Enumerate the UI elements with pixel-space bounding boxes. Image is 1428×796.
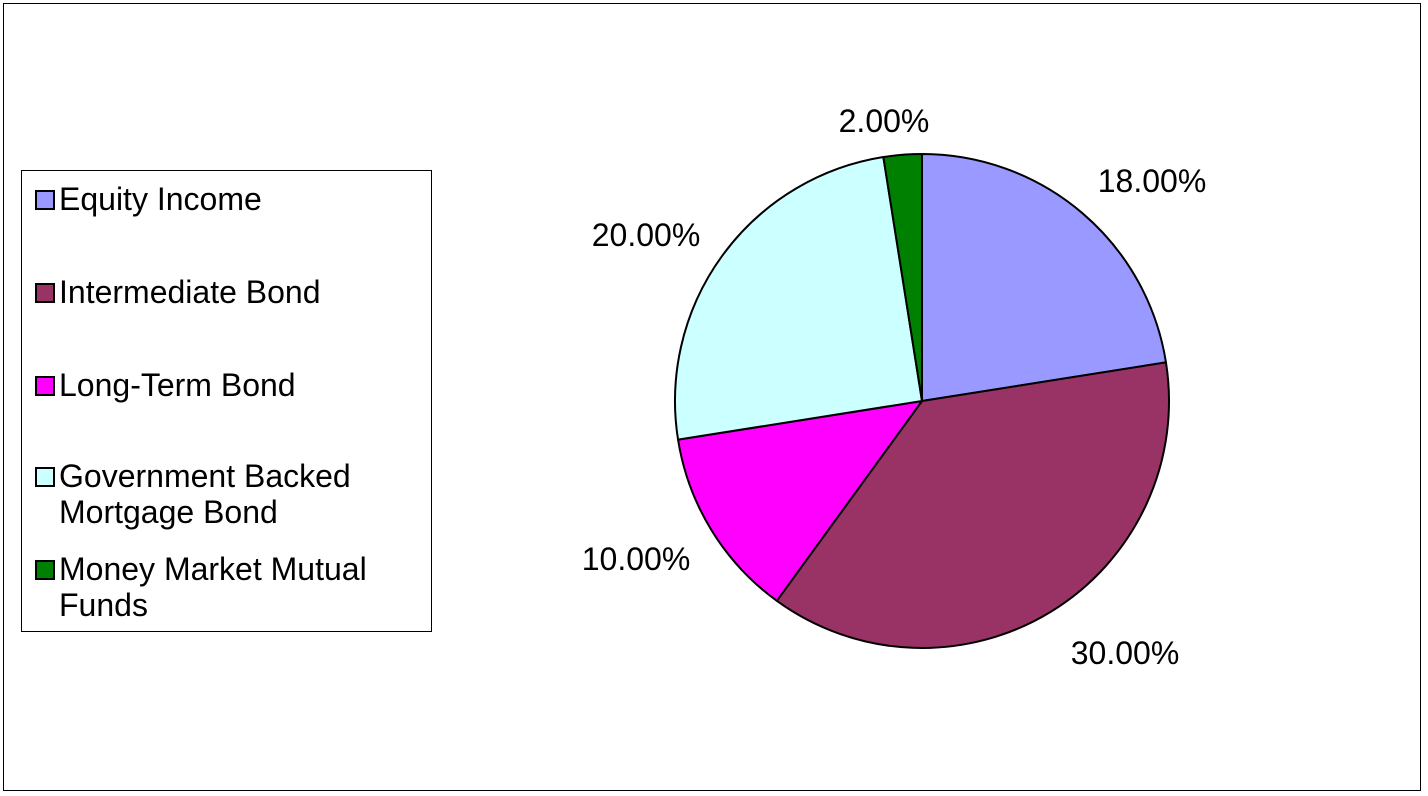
chart-legend: Equity Income Intermediate Bond Long-Ter…: [21, 170, 432, 632]
legend-item-money-market-mutual-funds: Money Market Mutual Funds: [35, 551, 399, 623]
legend-item-equity-income: Equity Income: [35, 181, 399, 217]
legend-swatch: [35, 283, 55, 303]
data-label-long-term-bond: 10.00%: [582, 541, 691, 577]
pie-slices: [673, 153, 1171, 650]
pie-data-labels: 18.00% 30.00% 10.00% 20.00% 2.00%: [582, 103, 1207, 671]
pie-slice-money-market-mutual-funds: [882, 153, 923, 402]
legend-item-intermediate-bond: Intermediate Bond: [35, 274, 399, 310]
legend-label: Intermediate Bond: [59, 274, 321, 310]
pie-slice-government-backed-mortgage-bond: [673, 156, 923, 441]
legend-swatch: [35, 467, 55, 487]
legend-label: Government Backed Mortgage Bond: [59, 458, 351, 530]
pie-slice-intermediate-bond: [775, 361, 1171, 650]
pie-slice-long-term-bond: [677, 400, 923, 602]
legend-label: Equity Income: [59, 181, 262, 217]
data-label-intermediate-bond: 30.00%: [1071, 635, 1180, 671]
data-label-money-market-mutual-funds: 2.00%: [839, 103, 930, 139]
legend-swatch: [35, 560, 55, 580]
pie-slice-equity-income: [921, 153, 1167, 402]
data-label-government-backed-mortgage-bond: 20.00%: [592, 217, 701, 253]
legend-label: Money Market Mutual Funds: [59, 551, 367, 623]
legend-swatch: [35, 376, 55, 396]
data-label-equity-income: 18.00%: [1098, 163, 1207, 199]
legend-label: Long-Term Bond: [59, 367, 296, 403]
legend-item-long-term-bond: Long-Term Bond: [35, 367, 399, 403]
legend-swatch: [35, 190, 55, 210]
legend-item-government-backed-mortgage-bond: Government Backed Mortgage Bond: [35, 458, 399, 530]
